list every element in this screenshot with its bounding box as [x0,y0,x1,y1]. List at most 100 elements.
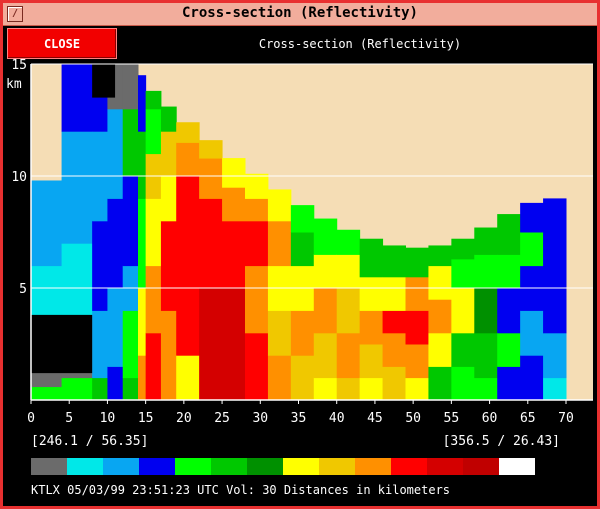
reflectivity-cell [138,288,147,356]
reflectivity-cell [336,332,361,379]
reflectivity-cell [138,75,147,132]
reflectivity-cell [451,288,475,334]
reflectivity-cell [199,140,223,159]
reflectivity-cell [245,198,269,222]
x-tick-label: 55 [444,411,460,426]
reflectivity-cell [497,366,521,401]
reflectivity-cell [145,332,162,401]
reflectivity-cell [405,310,429,345]
reflectivity-cell [290,232,315,267]
title-bar[interactable]: / Cross-section (Reflectivity) [3,3,597,26]
reflectivity-cell [138,131,147,199]
x-tick-label: 15 [138,411,154,426]
reflectivity-cell [520,202,544,233]
reflectivity-cell [145,90,162,110]
reflectivity-cell [61,243,93,316]
reflectivity-cell [336,229,361,255]
reflectivity-cell [313,288,338,334]
reflectivity-cell [92,220,108,311]
reflectivity-cell [405,247,429,278]
reflectivity-cell [543,332,567,379]
reflectivity-cell [290,355,315,401]
reflectivity-cell [359,377,384,401]
reflectivity-cell [107,366,124,401]
reflectivity-cell [122,64,139,110]
reflectivity-cell [176,243,200,356]
reflectivity-cell [543,377,567,401]
reflectivity-cell [245,332,269,401]
reflectivity-cell [245,173,269,199]
window-menu-icon[interactable]: / [7,6,23,22]
legend-color-bin [391,458,427,475]
reflectivity-cell [428,332,452,367]
x-tick-label: 50 [405,411,421,426]
legend-color-bin [283,458,319,475]
y-axis-label: km [6,77,22,92]
reflectivity-cell [359,344,384,379]
reflectivity-cell [122,377,139,401]
reflectivity-cell [222,220,246,289]
reflectivity-cell [336,288,361,334]
reflectivity-cell [176,122,200,143]
reflectivity-cell [199,288,223,401]
x-tick-label: 65 [520,411,536,426]
reflectivity-cell [122,108,139,177]
reflectivity-cell [245,265,269,334]
reflectivity-cell [222,158,246,188]
legend-color-bin [139,458,175,475]
reflectivity-cell [31,386,63,401]
reflectivity-cell [520,355,544,401]
legend-color-bin [499,458,535,475]
reflectivity-cell [313,218,338,255]
reflectivity-cell [160,220,177,311]
reflectivity-cell [520,310,544,356]
reflectivity-cell [520,232,544,267]
reflectivity-cell [160,106,177,132]
reflectivity-cell [31,265,63,320]
reflectivity-cell [199,158,223,199]
legend-color-bin [67,458,103,475]
x-tick-label: 45 [367,411,383,426]
reflectivity-cell [122,176,139,267]
reflectivity-cell [145,108,162,155]
reflectivity-cell [405,377,429,401]
legend-color-bin [427,458,463,475]
reflectivity-cell [199,198,223,289]
reflectivity-cell [359,310,384,345]
reflectivity-cell [382,276,406,311]
reflectivity-cell [359,276,384,311]
reflectivity-cell [428,366,452,401]
x-tick-label: 40 [329,411,345,426]
reflectivity-cell [160,310,177,401]
legend-color-bin [319,458,355,475]
reflectivity-cell [313,377,338,401]
reflectivity-cell [31,180,63,267]
y-tick-label: 15 [11,58,27,73]
y-tick-label: 10 [11,170,27,185]
reflectivity-cell [428,265,452,300]
reflectivity-cell [267,220,292,267]
x-tick-label: 70 [558,411,574,426]
reflectivity-cell [336,377,361,401]
reflectivity-cell [382,310,406,334]
reflectivity-cell [474,288,498,334]
x-tick-label: 5 [65,411,73,426]
reflectivity-cell [92,310,108,379]
reflectivity-cell [497,254,521,289]
reflectivity-cell [61,377,93,401]
reflectivity-cell [382,366,406,401]
legend-color-bin [103,458,139,475]
close-button[interactable]: CLOSE [7,28,117,59]
reflectivity-cell [497,332,521,367]
reflectivity-cell [160,131,177,177]
legend-color-bin [247,458,283,475]
reflectivity-cell [122,310,139,379]
plot-header-title: Cross-section (Reflectivity) [258,37,462,51]
x-tick-label: 25 [214,411,230,426]
reflectivity-cell [61,64,93,132]
x-tick-label: 0 [27,411,35,426]
reflectivity-cell [138,355,147,401]
reflectivity-cell [336,254,361,289]
y-tick-label: 5 [19,282,27,297]
legend-color-bin [31,458,67,475]
